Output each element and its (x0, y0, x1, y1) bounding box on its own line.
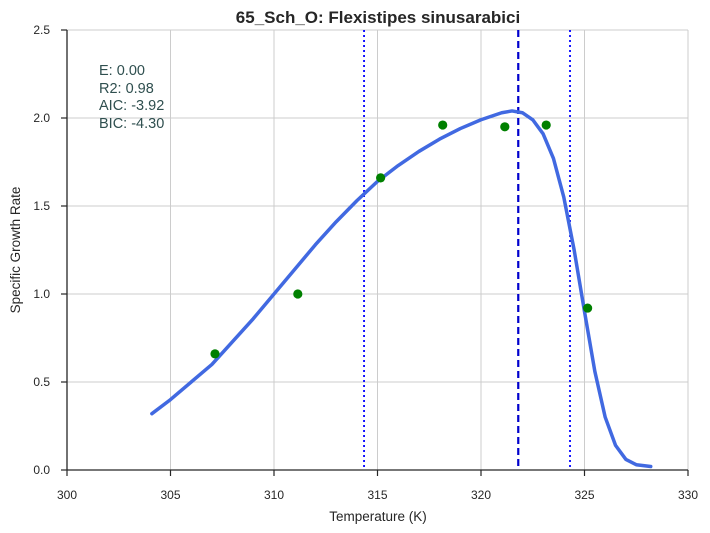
x-tick-labels: 300 305 310 315 320 325 330 (57, 488, 698, 502)
x-tick-label: 310 (264, 488, 284, 502)
data-point (210, 349, 220, 359)
fit-stats-annotation: E: 0.00 R2: 0.98 AIC: -3.92 BIC: -4.30 (99, 63, 164, 132)
y-axis-label: Specific Growth Rate (8, 187, 23, 314)
data-point (541, 120, 551, 130)
chart-title: 65_Sch_O: Flexistipes sinusarabici (236, 8, 520, 27)
x-tick-label: 315 (367, 488, 387, 502)
data-points (210, 120, 593, 359)
data-point (438, 120, 448, 130)
y-tick-label: 1.0 (33, 287, 50, 301)
x-axis-label: Temperature (K) (329, 509, 427, 524)
fit-curve (150, 109, 653, 469)
data-point (293, 289, 303, 299)
y-tick-label: 0.0 (33, 463, 50, 477)
grid (66, 29, 689, 471)
stat-bic: BIC: -4.30 (99, 116, 164, 132)
data-point (500, 122, 510, 132)
stat-aic: AIC: -3.92 (99, 98, 164, 114)
stat-energy: E: 0.00 (99, 63, 145, 79)
reference-lines (363, 30, 571, 470)
stat-r2: R2: 0.98 (99, 81, 154, 97)
y-tick-label: 2.5 (33, 23, 50, 37)
data-point (376, 173, 386, 183)
y-tick-label: 1.5 (33, 199, 50, 213)
y-tick-label: 2.0 (33, 111, 50, 125)
y-tick-label: 0.5 (33, 375, 50, 389)
x-tick-label: 330 (678, 488, 698, 502)
x-tick-label: 320 (471, 488, 491, 502)
x-tick-label: 305 (160, 488, 180, 502)
x-tick-label: 325 (574, 488, 594, 502)
axes (61, 29, 689, 476)
x-tick-label: 300 (57, 488, 77, 502)
data-point (583, 303, 593, 313)
y-tick-labels: 0.0 0.5 1.0 1.5 2.0 2.5 (33, 23, 50, 477)
